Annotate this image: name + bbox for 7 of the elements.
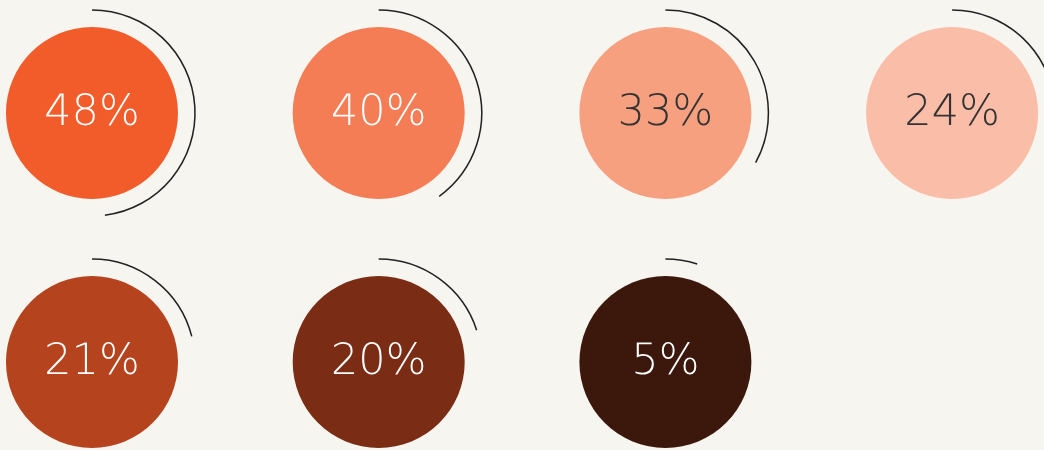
data-label: 5% — [635, 341, 697, 375]
data-label: 33% — [620, 92, 711, 126]
data-label: 20% — [333, 341, 424, 375]
data-label: 40% — [332, 92, 424, 126]
data-label: 48% — [46, 92, 137, 126]
data-label: 24% — [907, 92, 997, 126]
data-label: 21% — [47, 341, 137, 375]
